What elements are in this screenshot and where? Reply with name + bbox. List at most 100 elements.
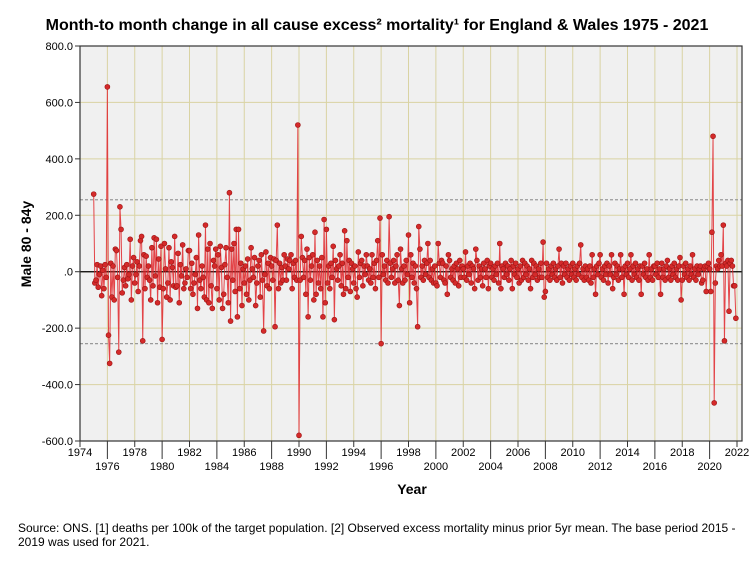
data-point [509,285,516,292]
data-point [577,242,584,248]
data-point [177,261,184,268]
data-point [274,222,281,228]
data-point [162,266,169,272]
y-tick-label: .0 [64,267,73,279]
data-point [608,251,615,258]
y-tick-label: 400.0 [45,154,73,166]
data-point [514,274,520,281]
data-point [706,266,713,272]
data-point [363,251,370,258]
data-point [101,285,107,292]
data-point [235,226,242,233]
data-point [202,222,209,228]
data-point [182,280,188,286]
data-point [512,260,519,267]
data-point [721,338,728,344]
data-point [401,263,407,269]
data-point [457,257,463,264]
data-point [641,260,648,267]
data-point [250,274,257,281]
data-point [386,213,392,220]
data-point [462,249,469,255]
x-tick-label: 2004 [478,461,502,473]
data-point [165,280,171,286]
data-point [563,260,569,267]
data-point [715,257,722,264]
data-point [296,432,302,439]
data-point [281,251,287,258]
data-point [658,260,665,267]
data-point [352,263,358,269]
data-point [169,264,176,271]
data-point [243,291,250,298]
data-point [113,247,120,254]
plot-background [80,46,742,441]
data-point [195,232,202,238]
data-point [209,305,216,312]
data-point [316,263,323,269]
data-point [342,285,349,292]
data-point [655,274,662,281]
data-point [393,263,399,269]
data-point [226,189,233,196]
data-point [178,273,185,279]
data-point [145,263,152,269]
data-point [111,297,118,303]
data-point [609,285,616,292]
data-point [317,285,324,292]
data-point [525,277,532,283]
data-point [362,271,368,278]
data-point [136,263,143,269]
data-point [360,283,366,289]
data-point [102,261,108,268]
data-point [193,254,200,261]
data-point [395,277,402,283]
data-point [369,251,375,258]
data-point [258,251,265,258]
data-point [487,260,494,267]
data-point [122,283,129,289]
data-point [253,280,260,286]
data-point [556,246,562,252]
data-point [174,283,180,289]
data-point [613,271,619,278]
data-point [276,260,283,267]
data-point [106,360,113,367]
data-point [154,299,161,306]
data-point [128,297,135,303]
data-point [104,84,111,90]
data-point [445,251,452,258]
data-point [538,260,544,267]
data-point [707,288,714,295]
data-point [340,291,347,298]
data-point [300,274,307,281]
data-point [223,244,229,251]
data-point [543,260,550,267]
data-point [434,283,440,289]
data-point [542,288,549,295]
data-point [93,277,99,283]
data-point [624,260,631,267]
data-point [200,274,206,281]
data-point [638,291,644,298]
data-point [435,240,441,247]
data-point [212,246,219,252]
data-point [307,277,314,283]
data-point [679,277,686,283]
data-point [409,274,415,281]
data-point [166,244,172,251]
data-point [252,302,259,309]
data-point [322,299,329,306]
data-point [468,280,475,286]
data-point [394,251,400,258]
x-tick-label: 1990 [287,447,311,459]
data-point [339,260,346,267]
data-point [301,257,308,264]
data-point [404,271,411,278]
data-point [498,285,504,292]
data-point [320,314,326,320]
x-tick-label: 1982 [177,447,201,459]
data-point [539,274,545,281]
data-point [420,277,427,283]
